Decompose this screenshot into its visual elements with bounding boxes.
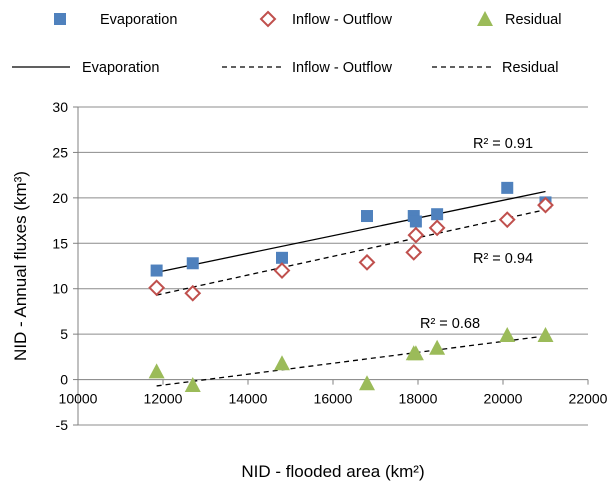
data-point — [361, 210, 373, 223]
data-point — [150, 264, 163, 277]
trendline — [156, 190, 546, 273]
r2-label: R² = 0.68 — [420, 316, 480, 332]
data-point — [499, 327, 516, 343]
y-tick-label: 25 — [52, 144, 68, 160]
legend: Evaporation Inflow - Outflow Residual Evapo… — [12, 10, 561, 76]
axes — [73, 106, 589, 426]
data-point — [407, 226, 425, 244]
legend-marker — [477, 11, 493, 26]
x-tick-label: 18000 — [399, 391, 438, 407]
data-point — [276, 251, 288, 264]
r2-labels: R² = 0.91 R² = 0.94 R² = 0.68 — [420, 136, 533, 332]
y-tick-label: 20 — [52, 190, 68, 206]
x-tick-label: 22000 — [569, 391, 608, 407]
x-tick-label: 14000 — [229, 391, 268, 407]
x-tick-label: 10000 — [59, 391, 98, 407]
y-tick-label: 5 — [60, 326, 68, 342]
data-point — [274, 355, 290, 371]
legend-label: Evaporation — [82, 60, 159, 76]
y-tick-label: 30 — [52, 99, 68, 115]
legend-label: Inflow - Outflow — [292, 60, 392, 76]
data-point — [273, 262, 291, 279]
r2-label: R² = 0.94 — [473, 251, 533, 267]
data-point — [405, 243, 423, 261]
data-point — [358, 253, 376, 271]
data-point — [184, 284, 202, 302]
trendline — [156, 209, 546, 296]
data-point — [537, 196, 554, 214]
data-point — [498, 211, 516, 229]
data-point — [428, 219, 446, 237]
legend-label: Residual — [502, 60, 558, 76]
data-point — [501, 181, 514, 194]
data-point — [186, 257, 199, 270]
legend-label: Evaporation — [100, 12, 177, 28]
legend-marker — [259, 10, 277, 28]
data-point — [431, 208, 444, 221]
y-tick-label: 15 — [52, 235, 68, 251]
trendline — [156, 335, 546, 387]
data-points — [148, 181, 554, 393]
data-point — [148, 363, 165, 379]
data-point — [148, 279, 166, 297]
legend-label: Residual — [505, 12, 561, 28]
data-point — [359, 375, 375, 391]
y-tick-label: -5 — [56, 417, 69, 433]
data-point — [429, 339, 446, 355]
data-point — [184, 377, 201, 393]
x-tick-label: 12000 — [144, 391, 183, 407]
data-point — [409, 215, 422, 228]
data-point — [537, 327, 554, 343]
y-tick-label: 10 — [52, 281, 68, 297]
x-tick-label: 16000 — [314, 391, 353, 407]
data-point — [407, 345, 424, 361]
trendlines — [156, 190, 546, 387]
y-tick-label: 0 — [60, 372, 68, 388]
legend-marker — [54, 13, 66, 25]
legend-label: Inflow - Outflow — [292, 12, 392, 28]
y-axis-title: NID - Annual fluxes (km³) — [11, 171, 30, 361]
tick-labels: -5 0 5 10 15 20 25 30 10000 12000 14000 16000 18000 2… — [52, 99, 607, 433]
x-axis-title: NID - flooded area (km²) — [241, 462, 424, 481]
r2-label: R² = 0.91 — [473, 136, 533, 152]
x-tick-label: 20000 — [484, 391, 523, 407]
